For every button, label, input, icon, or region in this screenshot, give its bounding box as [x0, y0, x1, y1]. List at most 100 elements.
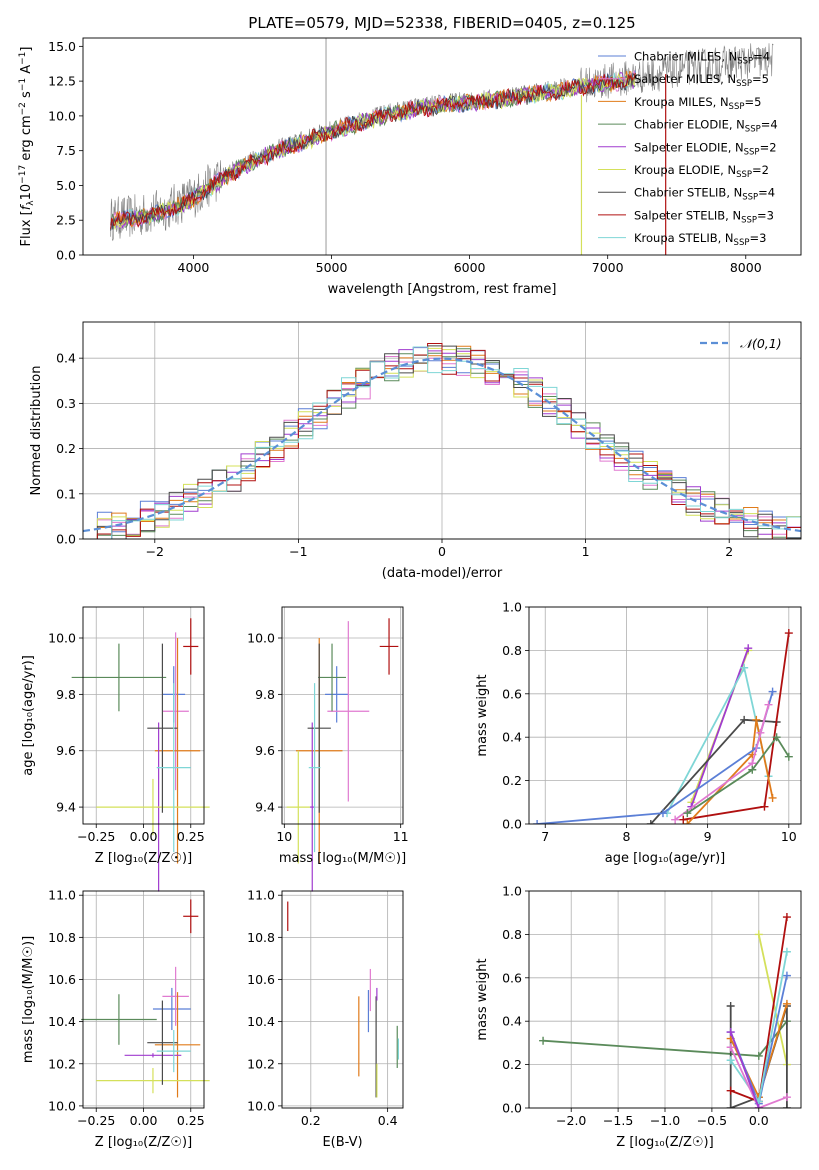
errorbar-salpeter_miles	[327, 621, 370, 802]
data-point	[752, 715, 761, 724]
x-tick-label: 11	[393, 829, 409, 844]
y-tick-label: 0.6	[502, 970, 522, 985]
y-tick-label: 0.4	[56, 351, 76, 366]
legend-label-main: Kroupa MILES, N	[634, 95, 729, 109]
legend-label: Chabrier STELIB, NSSP=4	[634, 186, 775, 203]
legend-label-sub: SSP	[729, 102, 745, 112]
y-axis-label: age [log₁₀(age/yr)]	[21, 655, 36, 776]
data-point	[744, 644, 753, 653]
y-tick-label: 0.2	[502, 1057, 522, 1072]
errorbar-chabrier_stelib	[307, 643, 331, 813]
series-line	[729, 1031, 760, 1108]
data-point	[726, 1086, 735, 1095]
x-tick-label: −0.25	[77, 1113, 115, 1128]
data-point	[754, 930, 763, 939]
data-point	[772, 733, 781, 742]
chart-title: PLATE=0579, MJD=52338, FIBERID=0405, z=0…	[248, 14, 635, 32]
y-label-part: ]	[19, 47, 34, 52]
legend-label: Salpeter MILES, NSSP=5	[634, 72, 769, 89]
normal-curve	[83, 357, 801, 533]
y-tick-label: 9.6	[255, 743, 275, 758]
y-tick-label: 0.1	[56, 486, 76, 501]
frame-mass_vs_EBV: 0.2 0.4 10.0 10.2 10.4 10.6 10.8 11.0 E(B-V)	[247, 888, 404, 1150]
x-tick-label: 9	[704, 829, 712, 844]
series-line	[686, 719, 774, 824]
data-point	[533, 820, 542, 824]
plot-area-residuals	[83, 343, 801, 539]
errorbar-chabrier_miles	[325, 666, 349, 723]
legend-entry-chabrier_miles: Chabrier MILES, NSSP=4	[598, 50, 770, 67]
errorbar-kroupa_elodie	[96, 1067, 210, 1094]
x-tick-label: −2	[146, 544, 164, 559]
y-tick-label: 10.0	[247, 1098, 275, 1113]
legend-entry-salpeter_miles: Salpeter MILES, NSSP=5	[598, 72, 769, 89]
y-tick-label: 10.0	[48, 1098, 76, 1113]
data-point	[768, 793, 777, 802]
legend-label-main: Kroupa STELIB, N	[634, 231, 734, 245]
x-tick-label: 0.00	[130, 1113, 158, 1128]
data-point	[726, 1002, 735, 1011]
legend-label-main: Chabrier ELODIE, N	[634, 118, 745, 132]
legend-label-sub: SSP	[745, 125, 761, 135]
plot-area-mass_vs_EBV	[287, 901, 399, 1098]
data-point	[754, 1104, 763, 1108]
legend-label-tail: =2	[752, 163, 769, 177]
y-axis-label: mass [log₁₀(M/M☉)]	[21, 936, 36, 1063]
data-point	[658, 809, 667, 818]
x-tick-label: 7	[541, 829, 549, 844]
y-label-part: λ	[26, 200, 36, 206]
x-tick-label: −2.0	[556, 1113, 586, 1128]
x-tick-label: −0.5	[697, 1113, 727, 1128]
legend-spectrum: Chabrier MILES, NSSP=4 Salpeter MILES, NS…	[598, 50, 778, 248]
data-point	[683, 809, 692, 818]
data-point	[784, 629, 793, 638]
model-fit-salpeter_stelib	[110, 72, 636, 230]
legend-label-tail: =4	[761, 118, 778, 132]
plot-area-mass_vs_Z	[81, 899, 210, 1098]
legend-entry-kroupa_miles: Kroupa MILES, NSSP=5	[598, 95, 761, 112]
x-tick-label: 0.4	[378, 1113, 398, 1128]
axes-weight_vs_age	[529, 606, 801, 825]
legend-label-sub: SSP	[737, 57, 753, 67]
y-tick-label: 2.5	[56, 213, 76, 228]
plot-area-weight_vs_age	[533, 629, 793, 824]
legend-label-tail: =4	[758, 186, 775, 200]
y-tick-label: 5.0	[56, 178, 76, 193]
series-chabrier_miles	[533, 687, 777, 824]
y-tick-label: 0.4	[502, 1014, 522, 1029]
data-point	[726, 1043, 735, 1052]
y-axis-label: Normed distribution	[29, 366, 44, 496]
x-tick-label: −1.5	[603, 1113, 633, 1128]
x-tick-label: 7000	[592, 260, 624, 275]
x-axis-label: mass [log₁₀(M/M☉)]	[279, 851, 406, 866]
frame-weight_vs_age: 7 8 9 10 0.0 0.2 0.4 0.6 0.8 1.0 age [log₁₀(age/yr…	[475, 600, 802, 866]
y-label-part: Flux [	[19, 210, 34, 246]
errorbar-chabrier_elodie	[71, 643, 167, 712]
y-tick-label: 0.0	[56, 532, 76, 547]
frame-mass_vs_Z: −0.25 0.00 0.25 10.0 10.2 10.4 10.6 10.8 11.0 Z […	[21, 888, 205, 1150]
y-tick-label: 9.8	[255, 687, 275, 702]
series-line	[686, 735, 790, 814]
series-line	[537, 691, 774, 824]
errorbar-salpeter_stelib	[379, 618, 399, 675]
errorbar-salpeter_elodie	[124, 1053, 182, 1058]
data-point	[748, 765, 757, 774]
x-axis-label: (data-model)/error	[382, 566, 503, 581]
y-label-part: −1	[18, 78, 28, 91]
y-tick-label: 9.4	[56, 800, 76, 815]
y-tick-label: 0.0	[56, 248, 76, 263]
plot-area-weight_vs_Z	[539, 913, 791, 1108]
legend-entry-chabrier_stelib: Chabrier STELIB, NSSP=4	[598, 186, 775, 203]
y-label-part: A	[19, 65, 34, 78]
x-axis-label: Z [log₁₀(Z/Z☉)]	[616, 1135, 713, 1150]
y-tick-label: 10.0	[48, 631, 76, 646]
errorbar-kroupa_miles	[154, 992, 201, 1098]
frame-residuals: −2 −1 0 1 2 0.0 0.1 0.2 0.3 0.4 (data-model)/error…	[29, 321, 802, 581]
histogram-salpeter_stelib	[83, 343, 801, 539]
legend-normal-label: 𝒩(0,1)	[740, 336, 782, 351]
series-salpeter_elodie	[726, 1028, 763, 1108]
data-point	[679, 815, 688, 824]
axes-age_vs_mass	[282, 607, 403, 824]
data-point	[768, 687, 777, 696]
